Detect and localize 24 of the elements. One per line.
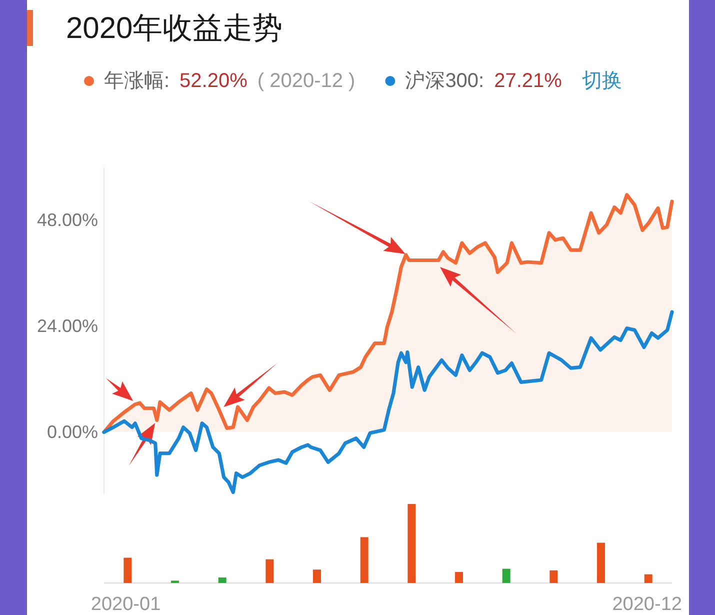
line-series	[102, 310, 674, 494]
y-tick-label: 24.00%	[36, 316, 98, 336]
bar	[502, 568, 510, 583]
y-tick-label: 0.00%	[46, 422, 98, 442]
bar	[124, 558, 132, 583]
x-tick-label: 2020-01	[90, 594, 161, 614]
legend-label: 沪深300:	[405, 69, 484, 92]
y-tick-label: 48.00%	[36, 210, 98, 230]
text: 切换	[582, 70, 622, 92]
text: ( 2020-12 )	[257, 70, 356, 92]
text: 52.20%	[180, 70, 248, 92]
x-tick-label: 2020-12	[612, 594, 682, 614]
chart-title: 2020年收益走势	[66, 12, 283, 44]
bar	[408, 504, 416, 583]
bar	[266, 559, 274, 583]
text: 27.21%	[494, 70, 562, 92]
bar	[644, 574, 652, 583]
bar	[455, 572, 463, 583]
bar	[360, 537, 368, 583]
bar	[597, 542, 605, 583]
bar	[218, 577, 226, 583]
bar	[313, 570, 321, 583]
bar	[550, 570, 558, 583]
legend-label: 年涨幅:	[104, 70, 170, 92]
